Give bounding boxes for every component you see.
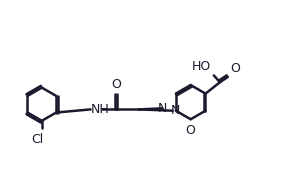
Text: Cl: Cl xyxy=(32,133,44,146)
Text: O: O xyxy=(111,78,122,91)
Text: O: O xyxy=(230,62,240,75)
Text: HO: HO xyxy=(192,60,211,73)
Text: N: N xyxy=(171,104,181,117)
Text: NH: NH xyxy=(91,103,110,116)
Text: O: O xyxy=(186,124,196,137)
Text: N: N xyxy=(158,102,167,115)
